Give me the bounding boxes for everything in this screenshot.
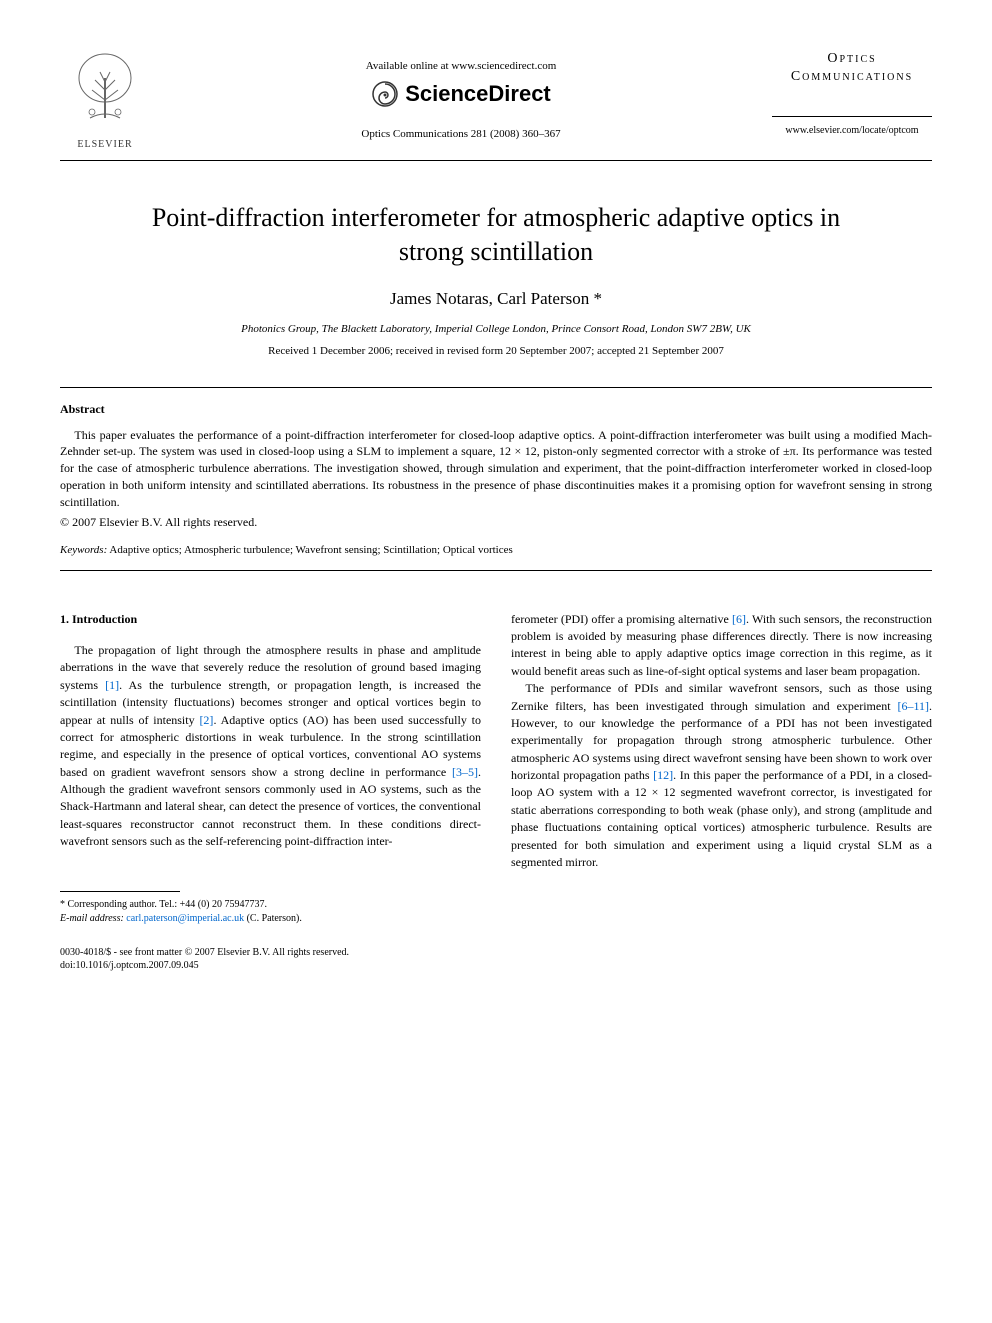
column-left: 1. Introduction The propagation of light… [60, 611, 481, 926]
email-link[interactable]: carl.paterson@imperial.ac.uk [124, 913, 244, 924]
header-divider [60, 160, 932, 161]
ref-link-6-11[interactable]: [6–11] [897, 699, 929, 713]
abstract-body: This paper evaluates the performance of … [60, 427, 932, 511]
affiliation: Photonics Group, The Blackett Laboratory… [60, 323, 932, 335]
footer-info: 0030-4018/$ - see front matter © 2007 El… [60, 946, 932, 972]
abstract-bottom-rule [60, 570, 932, 571]
journal-rule [772, 116, 932, 117]
body-columns: 1. Introduction The propagation of light… [60, 611, 932, 926]
elsevier-logo-block: ELSEVIER [60, 50, 150, 150]
keywords-label: Keywords: [60, 544, 107, 556]
abstract-heading: Abstract [60, 402, 932, 417]
elsevier-label: ELSEVIER [60, 139, 150, 150]
authors: James Notaras, Carl Paterson * [60, 289, 932, 309]
journal-title: Optics Communications [772, 50, 932, 86]
ref-link-3-5[interactable]: [3–5] [452, 765, 478, 779]
intro-paragraph-1-cont: ferometer (PDI) offer a promising altern… [511, 611, 932, 681]
footer-doi: doi:10.1016/j.optcom.2007.09.045 [60, 959, 932, 972]
keywords-line: Keywords: Adaptive optics; Atmospheric t… [60, 544, 932, 556]
corresponding-line: * Corresponding author. Tel.: +44 (0) 20… [60, 898, 481, 912]
intro-heading: 1. Introduction [60, 611, 481, 628]
header-center: Available online at www.sciencedirect.co… [150, 50, 772, 140]
submission-dates: Received 1 December 2006; received in re… [60, 345, 932, 357]
journal-name-line2: Communications [791, 69, 913, 84]
page-header: ELSEVIER Available online at www.science… [60, 50, 932, 150]
journal-block: Optics Communications www.elsevier.com/l… [772, 50, 932, 136]
email-suffix: (C. Paterson). [244, 913, 302, 924]
available-online-text: Available online at www.sciencedirect.co… [150, 60, 772, 72]
sciencedirect-text: ScienceDirect [405, 81, 551, 107]
ref-link-6[interactable]: [6] [732, 612, 746, 626]
elsevier-tree-icon [70, 50, 140, 130]
email-line: E-mail address: carl.paterson@imperial.a… [60, 912, 481, 926]
citation-text: Optics Communications 281 (2008) 360–367 [150, 128, 772, 140]
sciencedirect-logo: ScienceDirect [371, 80, 551, 108]
intro-paragraph-1: The propagation of light through the atm… [60, 642, 481, 851]
email-label: E-mail address: [60, 913, 124, 924]
paper-title: Point-diffraction interferometer for atm… [120, 201, 872, 269]
ref-link-12[interactable]: [12] [653, 768, 673, 782]
abstract-copyright: © 2007 Elsevier B.V. All rights reserved… [60, 515, 932, 530]
ref-link-1[interactable]: [1] [105, 678, 119, 692]
footer-front-matter: 0030-4018/$ - see front matter © 2007 El… [60, 946, 932, 959]
footnote-rule [60, 891, 180, 892]
corresponding-author-footnote: * Corresponding author. Tel.: +44 (0) 20… [60, 898, 481, 926]
keywords-list: Adaptive optics; Atmospheric turbulence;… [107, 544, 513, 556]
ref-link-2[interactable]: [2] [199, 713, 213, 727]
abstract-top-rule [60, 387, 932, 388]
journal-name-line1: Optics [827, 51, 876, 66]
column-right: ferometer (PDI) offer a promising altern… [511, 611, 932, 926]
journal-url: www.elsevier.com/locate/optcom [772, 125, 932, 136]
intro-paragraph-2: The performance of PDIs and similar wave… [511, 680, 932, 871]
sciencedirect-swirl-icon [371, 80, 399, 108]
